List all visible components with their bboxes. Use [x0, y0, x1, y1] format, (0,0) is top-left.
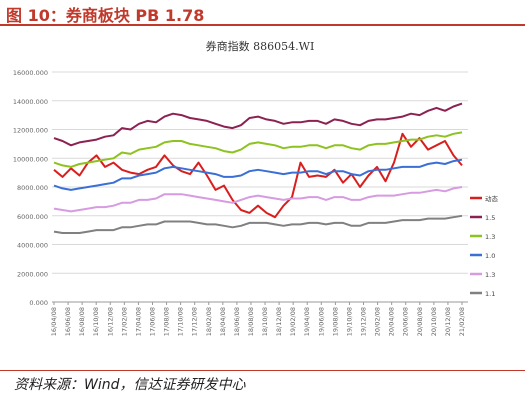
series-line-0 — [53, 132, 463, 219]
x-tick-label: 16/06/08 — [64, 307, 72, 336]
x-tick-label: 17/10/08 — [177, 307, 185, 336]
x-tick-label: 18/08/08 — [247, 307, 255, 336]
x-tick-label: 17/02/08 — [120, 307, 128, 336]
x-tick-label: 20/10/08 — [430, 307, 438, 336]
y-tick-label: 12000.000 — [13, 127, 48, 135]
chart-title: 券商指数 886054.WI — [206, 39, 315, 53]
legend: 动态 1.5 1.3 1.0 1.3 1.1 — [470, 194, 499, 298]
title-divider — [0, 24, 525, 26]
y-tick-label: 16000.000 — [13, 69, 48, 77]
x-tick-label: 20/06/08 — [402, 307, 410, 336]
legend-label: 1.0 — [485, 252, 495, 260]
legend-label: 1.3 — [485, 271, 495, 279]
chart: 券商指数 886054.WI 0.000 2000.000 4000.000 6000… — [13, 39, 499, 336]
y-axis: 0.000 2000.000 4000.000 6000.000 8000.000 100… — [13, 69, 48, 307]
x-tick-label: 16/12/08 — [106, 307, 114, 336]
legend-label: 动态 — [485, 194, 499, 203]
x-tick-label: 20/04/08 — [388, 307, 396, 336]
x-tick-label: 18/04/08 — [219, 307, 227, 336]
x-tick-label: 18/12/08 — [275, 307, 283, 336]
x-axis: 16/04/08 16/06/08 16/08/08 16/10/08 16/12/08… — [50, 301, 468, 336]
x-tick-label: 16/08/08 — [78, 307, 86, 336]
y-tick-label: 4000.000 — [17, 242, 48, 250]
series-lines — [53, 102, 463, 234]
x-tick-label: 18/10/08 — [261, 307, 269, 336]
x-tick-label: 19/06/08 — [317, 307, 325, 336]
x-tick-label: 21/02/08 — [458, 307, 466, 336]
x-tick-label: 16/10/08 — [92, 307, 100, 336]
x-tick-label: 17/04/08 — [134, 307, 142, 336]
x-tick-label: 18/02/08 — [205, 307, 213, 336]
source-note: 资料来源：Wind，信达证券研发中心 — [14, 377, 246, 393]
y-tick-label: 14000.000 — [13, 98, 48, 106]
gridlines — [52, 71, 468, 303]
x-tick-label: 20/08/08 — [416, 307, 424, 336]
legend-label: 1.3 — [485, 233, 495, 241]
legend-label: 1.1 — [485, 290, 495, 298]
x-tick-label: 19/08/08 — [331, 307, 339, 336]
y-tick-label: 6000.000 — [17, 213, 48, 221]
y-tick-label: 2000.000 — [17, 270, 48, 278]
legend-label: 1.5 — [485, 214, 495, 222]
x-tick-label: 20/12/08 — [444, 307, 452, 336]
x-tick-label: 19/04/08 — [303, 307, 311, 336]
x-tick-label: 17/06/08 — [148, 307, 156, 336]
x-tick-label: 16/04/08 — [50, 307, 58, 336]
series-line-2 — [53, 131, 463, 168]
y-tick-label: 8000.000 — [17, 184, 48, 192]
series-line-3 — [53, 158, 463, 191]
x-tick-label: 17/08/08 — [163, 307, 171, 336]
y-tick-label: 10000.000 — [13, 155, 48, 163]
x-tick-label: 19/12/08 — [360, 307, 368, 336]
x-tick-label: 19/02/08 — [289, 307, 297, 336]
x-tick-label: 19/10/08 — [345, 307, 353, 336]
series-line-5 — [53, 214, 463, 234]
figure-title: 图 10：券商板块 PB 1.78 — [6, 6, 205, 25]
x-tick-label: 17/12/08 — [191, 307, 199, 336]
y-tick-label: 0.000 — [29, 299, 48, 307]
x-tick-label: 18/06/08 — [233, 307, 241, 336]
x-tick-label: 20/02/08 — [374, 307, 382, 336]
source-divider — [0, 370, 525, 371]
series-line-4 — [53, 186, 463, 213]
series-line-1 — [53, 102, 463, 147]
